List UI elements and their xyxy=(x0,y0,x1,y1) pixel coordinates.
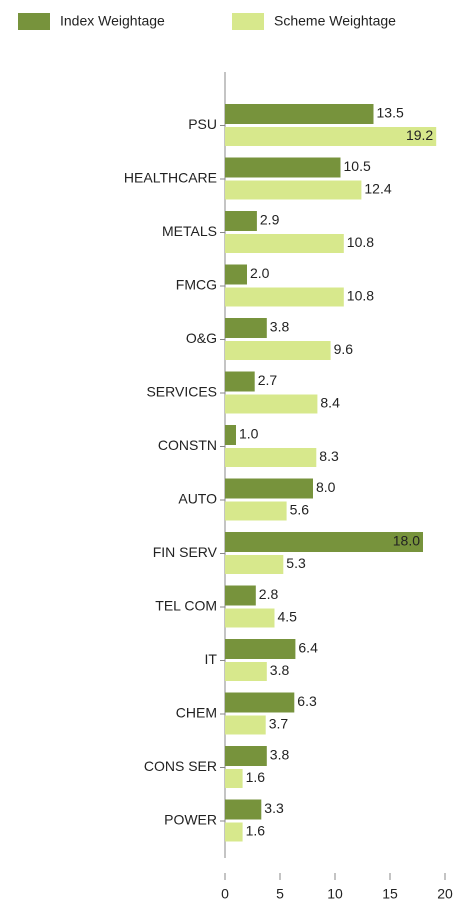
bar xyxy=(225,692,295,713)
bar xyxy=(225,769,243,788)
bar xyxy=(225,157,341,178)
bar xyxy=(225,180,362,200)
value-label: 12.4 xyxy=(364,181,391,197)
y-tick-label: AUTO xyxy=(178,491,217,507)
value-label: 1.6 xyxy=(246,823,266,839)
value-label: 3.8 xyxy=(270,319,290,335)
bar xyxy=(225,234,344,253)
value-label: 13.5 xyxy=(377,105,404,121)
bar xyxy=(225,608,275,628)
y-tick-label: O&G xyxy=(186,330,217,346)
value-label: 3.7 xyxy=(269,716,289,732)
value-label: 8.0 xyxy=(316,479,336,495)
y-tick-label: CHEM xyxy=(176,705,217,721)
bar xyxy=(225,211,257,231)
value-label: 2.7 xyxy=(258,372,278,388)
value-label: 2.9 xyxy=(260,212,280,228)
y-tick-label: TEL COM xyxy=(155,598,217,614)
bar xyxy=(225,746,267,766)
value-label: 19.2 xyxy=(406,127,433,143)
y-tick-label: METALS xyxy=(162,223,217,239)
bar xyxy=(225,448,317,467)
value-label: 10.8 xyxy=(347,234,374,250)
value-label: 9.6 xyxy=(334,341,354,357)
bar xyxy=(225,532,423,552)
bar xyxy=(225,478,313,499)
bar xyxy=(225,822,243,842)
bar xyxy=(225,799,262,820)
value-label: 8.4 xyxy=(320,395,340,411)
bar xyxy=(225,341,331,360)
y-tick-label: POWER xyxy=(164,812,217,828)
x-tick-label: 10 xyxy=(327,886,343,902)
bar xyxy=(225,104,374,124)
bar xyxy=(225,555,284,574)
value-label: 1.0 xyxy=(239,426,259,442)
bar xyxy=(225,715,266,735)
legend-label: Scheme Weightage xyxy=(274,13,396,29)
bar xyxy=(225,585,256,606)
legend-swatch xyxy=(232,13,264,30)
y-tick-label: FIN SERV xyxy=(153,544,218,560)
x-tick-label: 5 xyxy=(276,886,284,902)
value-label: 8.3 xyxy=(319,448,339,464)
value-label: 4.5 xyxy=(278,609,298,625)
y-tick-label: CONSTN xyxy=(158,437,217,453)
bar xyxy=(225,501,287,521)
value-label: 6.4 xyxy=(298,640,318,656)
bar xyxy=(225,425,236,445)
y-tick-label: FMCG xyxy=(176,277,217,293)
y-tick-label: CONS SER xyxy=(144,758,217,774)
bar xyxy=(225,371,255,392)
value-label: 1.6 xyxy=(246,769,266,785)
x-tick-label: 15 xyxy=(382,886,398,902)
legend-swatch xyxy=(18,13,50,30)
y-tick-label: SERVICES xyxy=(146,384,217,400)
bar xyxy=(225,394,318,414)
value-label: 10.8 xyxy=(347,288,374,304)
value-label: 10.5 xyxy=(344,158,371,174)
bar xyxy=(225,318,267,338)
y-tick-label: HEALTHCARE xyxy=(124,170,217,186)
legend-label: Index Weightage xyxy=(60,13,165,29)
value-label: 3.8 xyxy=(270,662,290,678)
y-tick-label: IT xyxy=(205,651,218,667)
x-tick-label: 0 xyxy=(221,886,229,902)
value-label: 18.0 xyxy=(393,533,420,549)
value-label: 3.8 xyxy=(270,747,290,763)
bar xyxy=(225,127,437,146)
bar xyxy=(225,639,296,659)
value-label: 6.3 xyxy=(297,693,317,709)
bar xyxy=(225,264,247,285)
value-label: 5.3 xyxy=(286,555,306,571)
y-tick-label: PSU xyxy=(188,116,217,132)
value-label: 2.8 xyxy=(259,586,279,602)
value-label: 5.6 xyxy=(290,502,310,518)
value-label: 2.0 xyxy=(250,265,270,281)
value-label: 3.3 xyxy=(264,800,284,816)
bar xyxy=(225,287,344,307)
bar xyxy=(225,662,267,681)
x-tick-label: 20 xyxy=(437,886,453,902)
